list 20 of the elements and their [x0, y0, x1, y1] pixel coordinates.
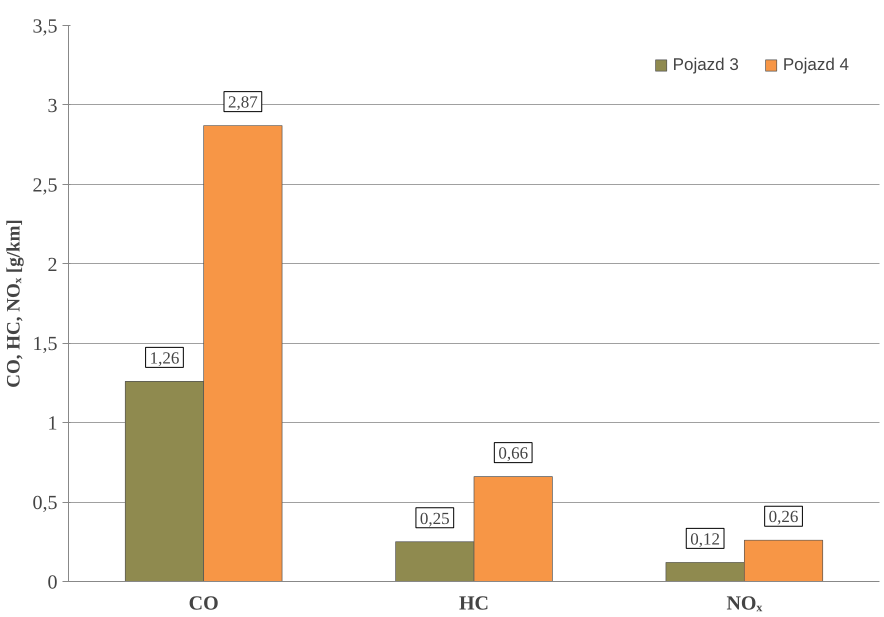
- y-tick-label: 0: [48, 572, 58, 594]
- y-tick-label: 2: [48, 254, 58, 276]
- x-tick-label: CO: [188, 592, 219, 614]
- legend-label: Pojazd 3: [672, 55, 739, 75]
- y-tick-label: 0,5: [32, 492, 58, 514]
- data-label: 1,26: [150, 348, 180, 368]
- y-tick-label: 1,5: [32, 333, 58, 356]
- data-label: 0,66: [498, 444, 528, 463]
- y-tick-label: 3: [48, 94, 58, 117]
- data-label: 2,87: [228, 92, 258, 112]
- data-label: 0,25: [420, 508, 450, 528]
- y-tick-label: 3,5: [32, 16, 58, 38]
- x-tick-label: HC: [459, 592, 489, 614]
- x-tick-label: NOₓ: [726, 592, 762, 614]
- y-axis-title: CO, HC, NOₓ [g/km]: [4, 219, 24, 388]
- data-label: 0,12: [690, 529, 720, 548]
- legend-label: Pojazd 4: [782, 55, 849, 75]
- data-label: 0,26: [768, 507, 798, 526]
- y-tick-label: 1: [48, 412, 58, 435]
- y-tick-label: 2,5: [32, 174, 58, 196]
